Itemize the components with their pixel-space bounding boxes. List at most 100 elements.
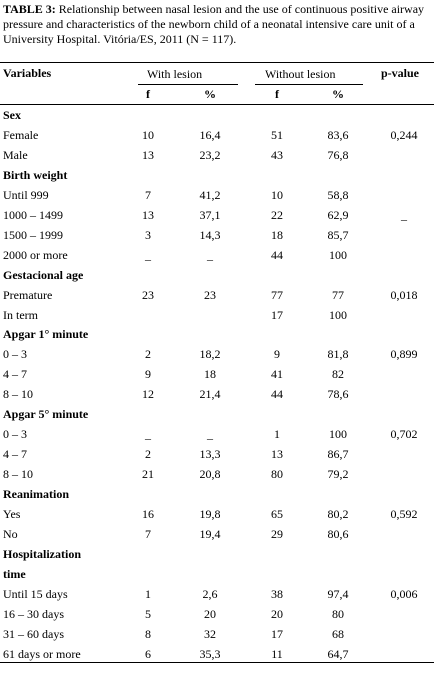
cell-p-value: 0,899: [390, 347, 418, 361]
cell-pct-without-lesion: 78,6: [327, 387, 349, 401]
row-label: 4 – 7: [3, 447, 27, 461]
cell-f-without-lesion: 20: [271, 607, 283, 621]
without-lesion-underline: [255, 84, 363, 85]
section-heading: Reanimation: [3, 487, 69, 501]
cell-p-value: _: [401, 208, 407, 222]
row-label: Yes: [3, 507, 21, 521]
cell-pct-with-lesion: 37,1: [199, 208, 221, 222]
table-caption: TABLE 3: Relationship between nasal lesi…: [3, 2, 431, 47]
row-label: Male: [3, 148, 28, 162]
row-label: Premature: [3, 288, 53, 302]
cell-pct-without-lesion: 76,8: [327, 148, 349, 162]
cell-pct-with-lesion: 18: [204, 367, 216, 381]
cell-pct-with-lesion: 18,2: [199, 347, 221, 361]
cell-f-with-lesion: 2: [145, 447, 151, 461]
cell-pct-without-lesion: 82: [332, 367, 344, 381]
cell-f-with-lesion: _: [145, 427, 151, 441]
row-label: 8 – 10: [3, 467, 33, 481]
table-caption-text: Relationship between nasal lesion and th…: [3, 2, 425, 46]
cell-f-with-lesion: 21: [142, 467, 154, 481]
cell-pct-with-lesion: 35,3: [199, 647, 221, 661]
cell-f-without-lesion: 43: [271, 148, 283, 162]
cell-f-without-lesion: 65: [271, 507, 283, 521]
cell-f-without-lesion: 18: [271, 228, 283, 242]
cell-pct-with-lesion: 41,2: [199, 188, 221, 202]
cell-f-without-lesion: 44: [271, 248, 283, 262]
cell-pct-with-lesion: 2,6: [202, 587, 218, 601]
cell-p-value: 0,702: [390, 427, 418, 441]
cell-f-without-lesion: 1: [274, 427, 280, 441]
row-label: 16 – 30 days: [3, 607, 64, 621]
cell-pct-without-lesion: 85,7: [327, 228, 349, 242]
cell-pct-without-lesion: 100: [329, 427, 347, 441]
cell-pct-without-lesion: 80: [332, 607, 344, 621]
section-heading: Sex: [3, 108, 21, 122]
cell-pct-with-lesion: 20: [204, 607, 216, 621]
cell-f-without-lesion: 17: [271, 627, 283, 641]
row-label: 1000 – 1499: [3, 208, 63, 222]
header-without-lesion: Without lesion: [265, 67, 336, 81]
cell-pct-without-lesion: 77: [332, 288, 344, 302]
cell-pct-without-lesion: 64,7: [327, 647, 349, 661]
cell-f-with-lesion: 5: [145, 607, 151, 621]
header-f-without: f: [275, 87, 279, 101]
cell-f-without-lesion: 51: [271, 128, 283, 142]
cell-pct-with-lesion: _: [207, 427, 213, 441]
row-label: No: [3, 527, 18, 541]
header-pct-with: %: [204, 87, 216, 101]
cell-pct-with-lesion: 20,8: [199, 467, 221, 481]
row-label: 0 – 3: [3, 427, 27, 441]
cell-f-without-lesion: 38: [271, 587, 283, 601]
cell-f-with-lesion: 1: [145, 587, 151, 601]
section-heading: Apgar 1° minute: [3, 327, 89, 341]
cell-pct-without-lesion: 80,2: [327, 507, 349, 521]
bottom-rule: [0, 662, 434, 663]
cell-f-without-lesion: 9: [274, 347, 280, 361]
cell-f-with-lesion: 13: [142, 208, 154, 222]
cell-f-with-lesion: 23: [142, 288, 154, 302]
cell-pct-with-lesion: 23,2: [199, 148, 221, 162]
row-label: 61 days or more: [3, 647, 81, 661]
cell-f-with-lesion: 3: [145, 228, 151, 242]
row-label: 4 – 7: [3, 367, 27, 381]
row-label: 8 – 10: [3, 387, 33, 401]
cell-p-value: 0,244: [390, 128, 418, 142]
cell-f-without-lesion: 80: [271, 467, 283, 481]
cell-pct-without-lesion: 100: [329, 308, 347, 322]
header-pct-without: %: [332, 87, 344, 101]
header-bottom-rule: [0, 104, 434, 105]
row-label: Until 999: [3, 188, 49, 202]
row-label: In term: [3, 308, 38, 322]
header-with-lesion: With lesion: [147, 67, 203, 81]
cell-f-with-lesion: 13: [142, 148, 154, 162]
cell-pct-with-lesion: 13,3: [199, 447, 221, 461]
cell-pct-with-lesion: 14,3: [199, 228, 221, 242]
row-label: 0 – 3: [3, 347, 27, 361]
section-heading: Gestacional age: [3, 268, 84, 282]
cell-f-without-lesion: 29: [271, 527, 283, 541]
with-lesion-underline: [138, 84, 238, 85]
row-label: Until 15 days: [3, 587, 68, 601]
cell-f-without-lesion: 44: [271, 387, 283, 401]
cell-pct-with-lesion: 21,4: [199, 387, 221, 401]
cell-f-without-lesion: 77: [271, 288, 283, 302]
section-heading: Apgar 5° minute: [3, 407, 89, 421]
header-variables: Variables: [3, 66, 52, 80]
section-heading: Birth weight: [3, 168, 68, 182]
row-label: 1500 – 1999: [3, 228, 63, 242]
cell-f-with-lesion: 7: [145, 188, 151, 202]
cell-pct-with-lesion: 16,4: [199, 128, 221, 142]
cell-f-with-lesion: 10: [142, 128, 154, 142]
cell-f-with-lesion: 7: [145, 527, 151, 541]
cell-pct-without-lesion: 81,8: [327, 347, 349, 361]
table-caption-label: TABLE 3:: [3, 2, 56, 16]
cell-f-with-lesion: 6: [145, 647, 151, 661]
cell-f-without-lesion: 41: [271, 367, 283, 381]
cell-pct-with-lesion: 19,4: [199, 527, 221, 541]
cell-pct-without-lesion: 80,6: [327, 527, 349, 541]
cell-f-without-lesion: 13: [271, 447, 283, 461]
cell-f-with-lesion: 16: [142, 507, 154, 521]
cell-f-with-lesion: 9: [145, 367, 151, 381]
cell-f-with-lesion: 12: [142, 387, 154, 401]
